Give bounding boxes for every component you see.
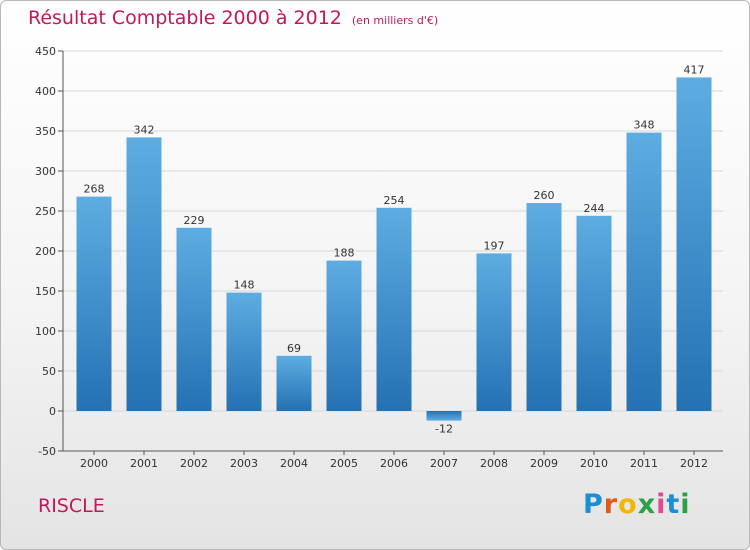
logo-letter: t bbox=[666, 489, 681, 520]
logo-letter: o bbox=[618, 489, 638, 520]
logo-letter: r bbox=[603, 489, 619, 520]
x-tick-label-2008: 2008 bbox=[480, 457, 508, 470]
bar-2008 bbox=[476, 253, 512, 411]
y-tick-label: -50 bbox=[38, 445, 56, 458]
x-tick-label-2010: 2010 bbox=[580, 457, 608, 470]
logo-letter: i bbox=[680, 489, 691, 520]
bar-2007 bbox=[426, 411, 462, 421]
y-tick-label: 100 bbox=[35, 325, 56, 338]
data-label-2007: -12 bbox=[435, 423, 453, 436]
x-tick-label-2002: 2002 bbox=[180, 457, 208, 470]
y-tick-label: 50 bbox=[42, 365, 56, 378]
town-name: RISCLE bbox=[38, 495, 105, 517]
x-tick-label-2004: 2004 bbox=[280, 457, 308, 470]
y-tick-label: 400 bbox=[35, 85, 56, 98]
y-tick-label: 200 bbox=[35, 245, 56, 258]
y-tick-label: 150 bbox=[35, 285, 56, 298]
title-text: Résultat Comptable 2000 à 2012 bbox=[28, 7, 342, 29]
data-label-2012: 417 bbox=[684, 63, 705, 76]
data-label-2011: 348 bbox=[634, 119, 655, 132]
y-tick-label: 0 bbox=[49, 405, 56, 418]
y-tick-label: 350 bbox=[35, 125, 56, 138]
data-label-2000: 268 bbox=[84, 183, 105, 196]
bar-2000 bbox=[76, 196, 112, 411]
y-tick-label: 450 bbox=[35, 45, 56, 58]
chart-title: Résultat Comptable 2000 à 2012 (en millie… bbox=[28, 7, 438, 29]
data-label-2006: 254 bbox=[384, 194, 405, 207]
data-label-2004: 69 bbox=[287, 342, 301, 355]
data-label-2003: 148 bbox=[234, 279, 255, 292]
x-tick-label-2005: 2005 bbox=[330, 457, 358, 470]
bar-2001 bbox=[126, 137, 162, 411]
bar-2010 bbox=[576, 215, 612, 411]
x-tick-label-2011: 2011 bbox=[630, 457, 658, 470]
data-label-2002: 229 bbox=[184, 214, 205, 227]
bar-2003 bbox=[226, 292, 262, 411]
logo-letter: P bbox=[583, 489, 604, 520]
bar-2004 bbox=[276, 355, 312, 411]
y-tick-label: 300 bbox=[35, 165, 56, 178]
bar-2009 bbox=[526, 203, 562, 411]
logo-letter: x bbox=[637, 489, 657, 520]
x-tick-label-2006: 2006 bbox=[380, 457, 408, 470]
x-tick-label-2000: 2000 bbox=[80, 457, 108, 470]
x-tick-label-2009: 2009 bbox=[530, 457, 558, 470]
bar-2002 bbox=[176, 227, 212, 411]
bar-2011 bbox=[626, 132, 662, 411]
bar-2012 bbox=[676, 77, 712, 412]
x-tick-label-2001: 2001 bbox=[130, 457, 158, 470]
x-tick-label-2003: 2003 bbox=[230, 457, 258, 470]
data-label-2009: 260 bbox=[534, 189, 555, 202]
data-label-2008: 197 bbox=[484, 239, 505, 252]
x-tick-label-2007: 2007 bbox=[430, 457, 458, 470]
data-label-2005: 188 bbox=[334, 247, 355, 260]
data-label-2010: 244 bbox=[584, 202, 605, 215]
y-tick-label: 250 bbox=[35, 205, 56, 218]
bar-2005 bbox=[326, 260, 362, 411]
data-label-2001: 342 bbox=[134, 123, 155, 136]
proxiti-logo: Proxiti bbox=[583, 489, 691, 520]
logo-letter: i bbox=[656, 489, 667, 520]
unit-label: (en milliers d'€) bbox=[351, 14, 439, 27]
bar-2006 bbox=[376, 207, 412, 411]
x-tick-label-2012: 2012 bbox=[680, 457, 708, 470]
